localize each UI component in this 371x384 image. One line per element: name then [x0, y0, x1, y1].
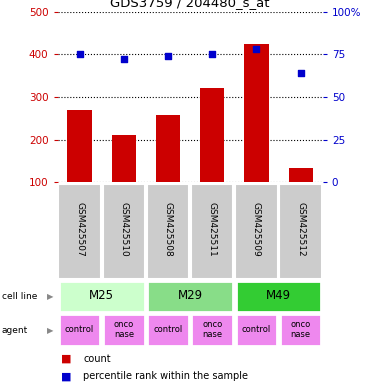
- Text: GSM425508: GSM425508: [164, 202, 173, 257]
- Text: ■: ■: [61, 371, 72, 381]
- Bar: [289, 168, 313, 225]
- Text: GSM425507: GSM425507: [75, 202, 84, 257]
- Bar: [59, 281, 145, 312]
- Text: M29: M29: [178, 290, 203, 303]
- Text: onco
nase: onco nase: [290, 320, 311, 339]
- Text: ■: ■: [61, 354, 72, 364]
- Point: [253, 46, 259, 52]
- Bar: [235, 184, 278, 279]
- Title: GDS3759 / 204480_s_at: GDS3759 / 204480_s_at: [111, 0, 270, 9]
- Text: onco
nase: onco nase: [202, 320, 222, 339]
- Text: GSM425509: GSM425509: [252, 202, 261, 257]
- Text: ▶: ▶: [47, 292, 53, 301]
- Bar: [279, 184, 322, 279]
- Bar: [147, 281, 233, 312]
- Point: [121, 56, 127, 63]
- Point: [298, 70, 303, 76]
- Bar: [147, 314, 189, 346]
- Bar: [236, 281, 321, 312]
- Bar: [58, 184, 101, 279]
- Text: cell line: cell line: [2, 292, 37, 301]
- Bar: [103, 314, 145, 346]
- Bar: [191, 184, 233, 279]
- Bar: [200, 88, 224, 225]
- Text: agent: agent: [2, 326, 28, 335]
- Point: [77, 51, 83, 57]
- Text: control: control: [65, 325, 94, 334]
- Bar: [191, 314, 233, 346]
- Point: [209, 51, 215, 57]
- Bar: [103, 184, 145, 279]
- Text: M25: M25: [89, 290, 114, 303]
- Text: GSM425512: GSM425512: [296, 202, 305, 257]
- Text: control: control: [242, 325, 271, 334]
- Bar: [68, 110, 92, 225]
- Text: GSM425510: GSM425510: [119, 202, 128, 257]
- Bar: [147, 184, 189, 279]
- Text: M49: M49: [266, 290, 291, 303]
- Bar: [244, 43, 269, 225]
- Bar: [156, 115, 180, 225]
- Text: count: count: [83, 354, 111, 364]
- Text: onco
nase: onco nase: [114, 320, 134, 339]
- Text: percentile rank within the sample: percentile rank within the sample: [83, 371, 249, 381]
- Text: control: control: [153, 325, 183, 334]
- Bar: [280, 314, 321, 346]
- Point: [165, 53, 171, 59]
- Text: GSM425511: GSM425511: [208, 202, 217, 257]
- Bar: [59, 314, 101, 346]
- Text: ▶: ▶: [47, 326, 53, 335]
- Bar: [236, 314, 277, 346]
- Bar: [112, 136, 136, 225]
